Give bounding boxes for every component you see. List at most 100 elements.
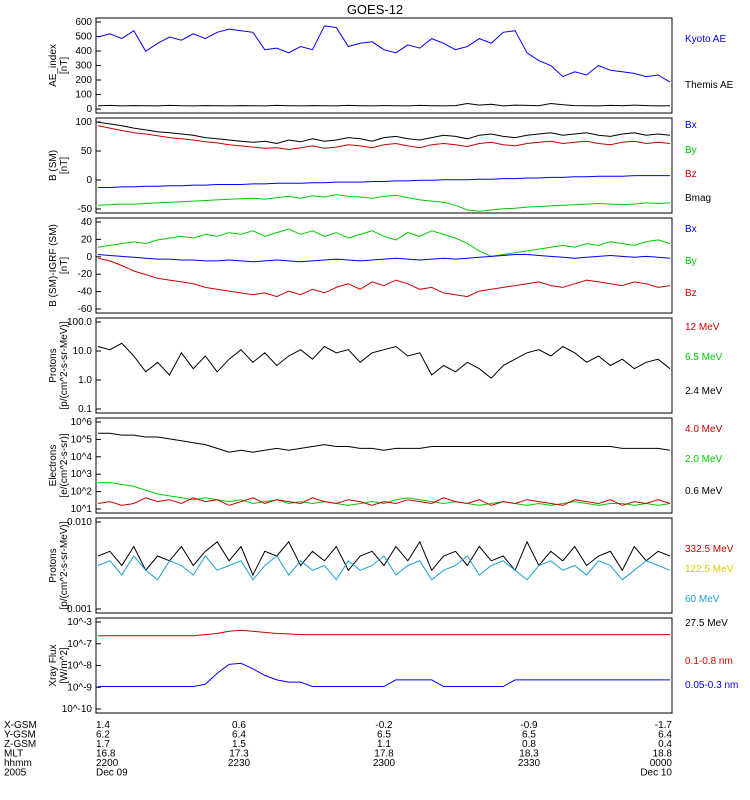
legend-entry: 332.5 MeV (685, 544, 734, 555)
legend-entry: Themis AE (685, 80, 734, 91)
footer-value: 1.5 (232, 739, 246, 750)
y-tick-label: 10^-9 (67, 682, 92, 693)
legend-entry: By (685, 256, 697, 267)
y-tick-label: 100 (75, 117, 92, 128)
footer-value: 0000 (650, 758, 673, 769)
series-bmag (97, 121, 671, 145)
y-tick-label: 10^-7 (67, 639, 92, 650)
legend-entry: 6.5 MeV (685, 352, 723, 363)
y-tick-label: 10.0 (73, 346, 93, 357)
y-tick-label: 10^-8 (67, 661, 92, 672)
y-tick-label: 10^6 (71, 417, 93, 428)
y-tick-label: 10^3 (71, 469, 93, 480)
footer-value: 0.6 (232, 720, 246, 731)
y-axis-label: Protons[p/(cm^2-s-sr-MeV)] (48, 521, 70, 609)
series-bx (98, 175, 670, 188)
series-by (97, 194, 671, 212)
footer-value: Dec 10 (640, 768, 672, 779)
footer-value: 17.3 (229, 749, 249, 760)
panel-frame (95, 17, 673, 114)
legend-entry: Bmag (685, 193, 711, 204)
panel-b-field: 100 50 0 -50 B (SM)[nT] Bx By Bz Bmag (48, 117, 711, 215)
panel-frame (95, 117, 673, 214)
y-tick-label: 0 (86, 252, 92, 263)
y-tick-label: 400 (75, 46, 92, 57)
y-tick-label: 0.1 (78, 404, 92, 415)
series-2-4-mev (97, 342, 671, 379)
legend-entry: 0.05-0.3 nm (685, 680, 738, 691)
footer-value: -0.2 (375, 720, 393, 731)
y-tick-label: 10^-3 (67, 617, 92, 628)
y-tick-label: 10^1 (71, 504, 93, 515)
y-tick-label: 600 (75, 17, 92, 28)
y-tick-label: 20 (81, 234, 93, 245)
y-tick-label: 100.0 (67, 317, 92, 328)
footer-value: 17.8 (374, 749, 394, 760)
panel-frame (95, 517, 673, 614)
footer-row-label: 2005 (4, 768, 27, 779)
y-axis-label: B (SM)[nT] (48, 150, 70, 181)
panel-xray: 10^-3 10^-7 10^-8 10^-9 10^-10 Xray Flux[W/m^… (48, 617, 738, 715)
footer-value: 2230 (228, 758, 251, 769)
footer-value: 1.4 (96, 720, 110, 731)
legend-entry: Kyoto AE (685, 34, 726, 45)
panel-b-residual: 40 20 0 -20 -40 -60 B (SM)-IGRF (SM)[nT] Bx By Bz (48, 217, 697, 315)
footer-value: 6.4 (658, 730, 672, 741)
legend-entry: 0.6 MeV (685, 486, 723, 497)
footer-row-label: X-GSM (4, 720, 37, 731)
footer-value: 6.5 (522, 730, 536, 741)
y-axis-label: Electrons[e/(cm^2-s-sr)] (48, 433, 70, 497)
y-tick-label: 300 (75, 61, 92, 72)
footer-value: 2300 (373, 758, 396, 769)
legend-entry: 60 MeV (685, 594, 720, 605)
footer-value: Dec 09 (96, 768, 128, 779)
series-bz (97, 257, 671, 298)
footer-value: 0.4 (658, 739, 672, 750)
footer-row-label: MLT (4, 749, 23, 760)
footer-value: 18.3 (519, 749, 539, 760)
y-tick-label: 0 (86, 104, 92, 115)
series-bx (97, 254, 671, 263)
series-4-0-mev (97, 497, 671, 506)
y-tick-label: -40 (78, 287, 93, 298)
footer-row-label: Z-GSM (4, 739, 36, 750)
panel-frame (95, 217, 673, 314)
plot-title: GOES-12 (347, 2, 403, 17)
series-bz (97, 125, 671, 151)
footer-value: 1.7 (96, 739, 110, 750)
panel-frame (95, 417, 673, 514)
footer-value: 6.4 (232, 730, 246, 741)
y-tick-label: 0.010 (67, 517, 92, 528)
y-tick-label: 10^2 (71, 487, 93, 498)
y-tick-label: -50 (78, 204, 93, 215)
y-tick-label: 0 (86, 175, 92, 186)
footer-value: 6.2 (96, 730, 110, 741)
footer-value: 6.5 (377, 730, 391, 741)
legend-entry: 122.5 MeV (685, 564, 734, 575)
legend-entry: 27.5 MeV (685, 618, 728, 629)
footer-value: -0.9 (520, 720, 538, 731)
footer-row-label: Y-GSM (4, 730, 36, 741)
footer-value: 2330 (518, 758, 541, 769)
y-tick-label: 10^4 (71, 452, 93, 463)
series-0-1-0-8-nm (98, 629, 670, 637)
legend-entry: 0.1-0.8 nm (685, 656, 733, 667)
ephemeris-footer: X-GSM 1.4 0.6 -0.2 -0.9 -1.7 Y-GSM 6.2 6.4 6.5 6.5… (4, 720, 672, 779)
series-2-0-mev (98, 482, 671, 506)
footer-row-label: hhmm (4, 758, 32, 769)
legend-entry: Bx (685, 224, 697, 235)
y-tick-label: 500 (75, 32, 92, 43)
legend-entry: 2.4 MeV (685, 386, 723, 397)
legend-entry: 4.0 MeV (685, 424, 723, 435)
legend-entry: Bz (685, 288, 697, 299)
y-tick-label: -60 (78, 304, 93, 315)
y-tick-label: 200 (75, 75, 92, 86)
y-tick-label: 1.0 (78, 375, 92, 386)
y-tick-label: -20 (78, 269, 93, 280)
panel-protons-low: 100.0 10.0 1.0 0.1 Protons[p/(cm^2-s-sr-MeV)… (48, 317, 723, 415)
footer-value: -1.7 (655, 720, 673, 731)
series-by (97, 228, 671, 257)
panel-ae-index: 600 500 400 300 200 100 0 AE_index[nT] Kyoto AE T… (48, 17, 734, 115)
